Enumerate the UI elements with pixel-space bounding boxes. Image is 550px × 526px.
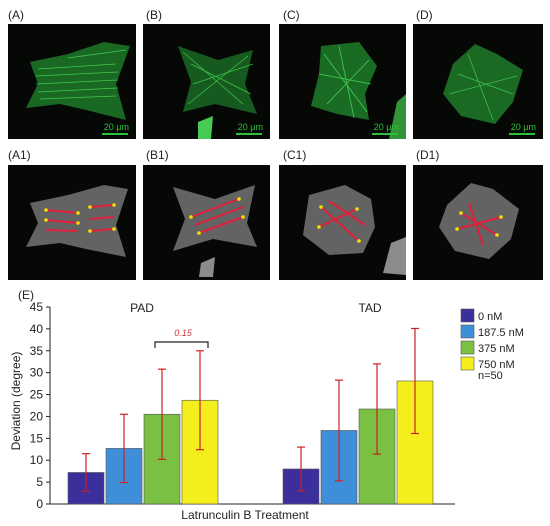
panel-a1-label: (A1) bbox=[8, 148, 31, 162]
panel-d1-label: (D1) bbox=[416, 148, 440, 162]
scale-bar bbox=[509, 133, 535, 135]
y-tick-label: 10 bbox=[30, 453, 44, 467]
scale-bar bbox=[102, 133, 128, 135]
bar-chart: (E) Deviation (degree) Latrunculin B Tre… bbox=[9, 288, 524, 522]
panel-d-label: (D) bbox=[416, 8, 433, 22]
scale-label: 20 μm bbox=[103, 122, 129, 132]
y-tick-label: 20 bbox=[30, 409, 44, 423]
fiber-image-b1 bbox=[143, 165, 270, 280]
y-tick-label: 0 bbox=[36, 497, 43, 511]
y-tick-label: 5 bbox=[36, 475, 43, 489]
scale-bar bbox=[236, 133, 262, 135]
y-tick-label: 40 bbox=[30, 322, 44, 336]
fiber-image-c1 bbox=[279, 165, 406, 280]
y-tick-label: 25 bbox=[30, 388, 44, 402]
micrograph-b: 20 μm bbox=[143, 24, 270, 139]
legend-label: 750 nM bbox=[478, 359, 515, 371]
panel-c1-label: (C1) bbox=[283, 148, 307, 162]
y-tick-label: 15 bbox=[30, 431, 44, 445]
panel-b1-label: (B1) bbox=[146, 148, 169, 162]
scale-label: 20 μm bbox=[237, 122, 263, 132]
legend-note: n=50 bbox=[478, 370, 503, 382]
group-label-pad: PAD bbox=[130, 301, 154, 315]
fiber-image-a1 bbox=[8, 165, 136, 280]
panel-a-label: (A) bbox=[8, 8, 24, 22]
y-tick-label: 45 bbox=[30, 300, 44, 314]
fiber-image-d1 bbox=[413, 165, 543, 280]
significance-bracket bbox=[154, 341, 209, 348]
legend-swatch bbox=[460, 324, 475, 339]
y-axis-label: Deviation (degree) bbox=[9, 352, 23, 451]
scale-label: 20 μm bbox=[510, 122, 536, 132]
micrograph-c: 20 μm bbox=[279, 24, 406, 139]
panel-b-label: (B) bbox=[146, 8, 162, 22]
panel-c-label: (C) bbox=[283, 8, 300, 22]
legend-swatch bbox=[460, 308, 475, 323]
legend-label: 375 nM bbox=[478, 343, 515, 355]
group-label-tad: TAD bbox=[358, 301, 381, 315]
y-tick-label: 35 bbox=[30, 344, 44, 358]
legend-label: 187.5 nM bbox=[478, 327, 524, 339]
annotation-label: 0.15 bbox=[174, 328, 193, 338]
y-tick-label: 30 bbox=[30, 366, 44, 380]
legend-label: 0 nM bbox=[478, 311, 502, 323]
micrograph-d: 20 μm bbox=[413, 24, 543, 139]
panel-e-label: (E) bbox=[18, 288, 34, 302]
legend-swatch bbox=[460, 356, 475, 371]
legend-swatch bbox=[460, 340, 475, 355]
micrograph-a: 20 μm bbox=[8, 24, 136, 139]
x-axis-label: Latrunculin B Treatment bbox=[181, 508, 309, 522]
scale-label: 20 μm bbox=[373, 122, 399, 132]
scale-bar bbox=[372, 133, 398, 135]
